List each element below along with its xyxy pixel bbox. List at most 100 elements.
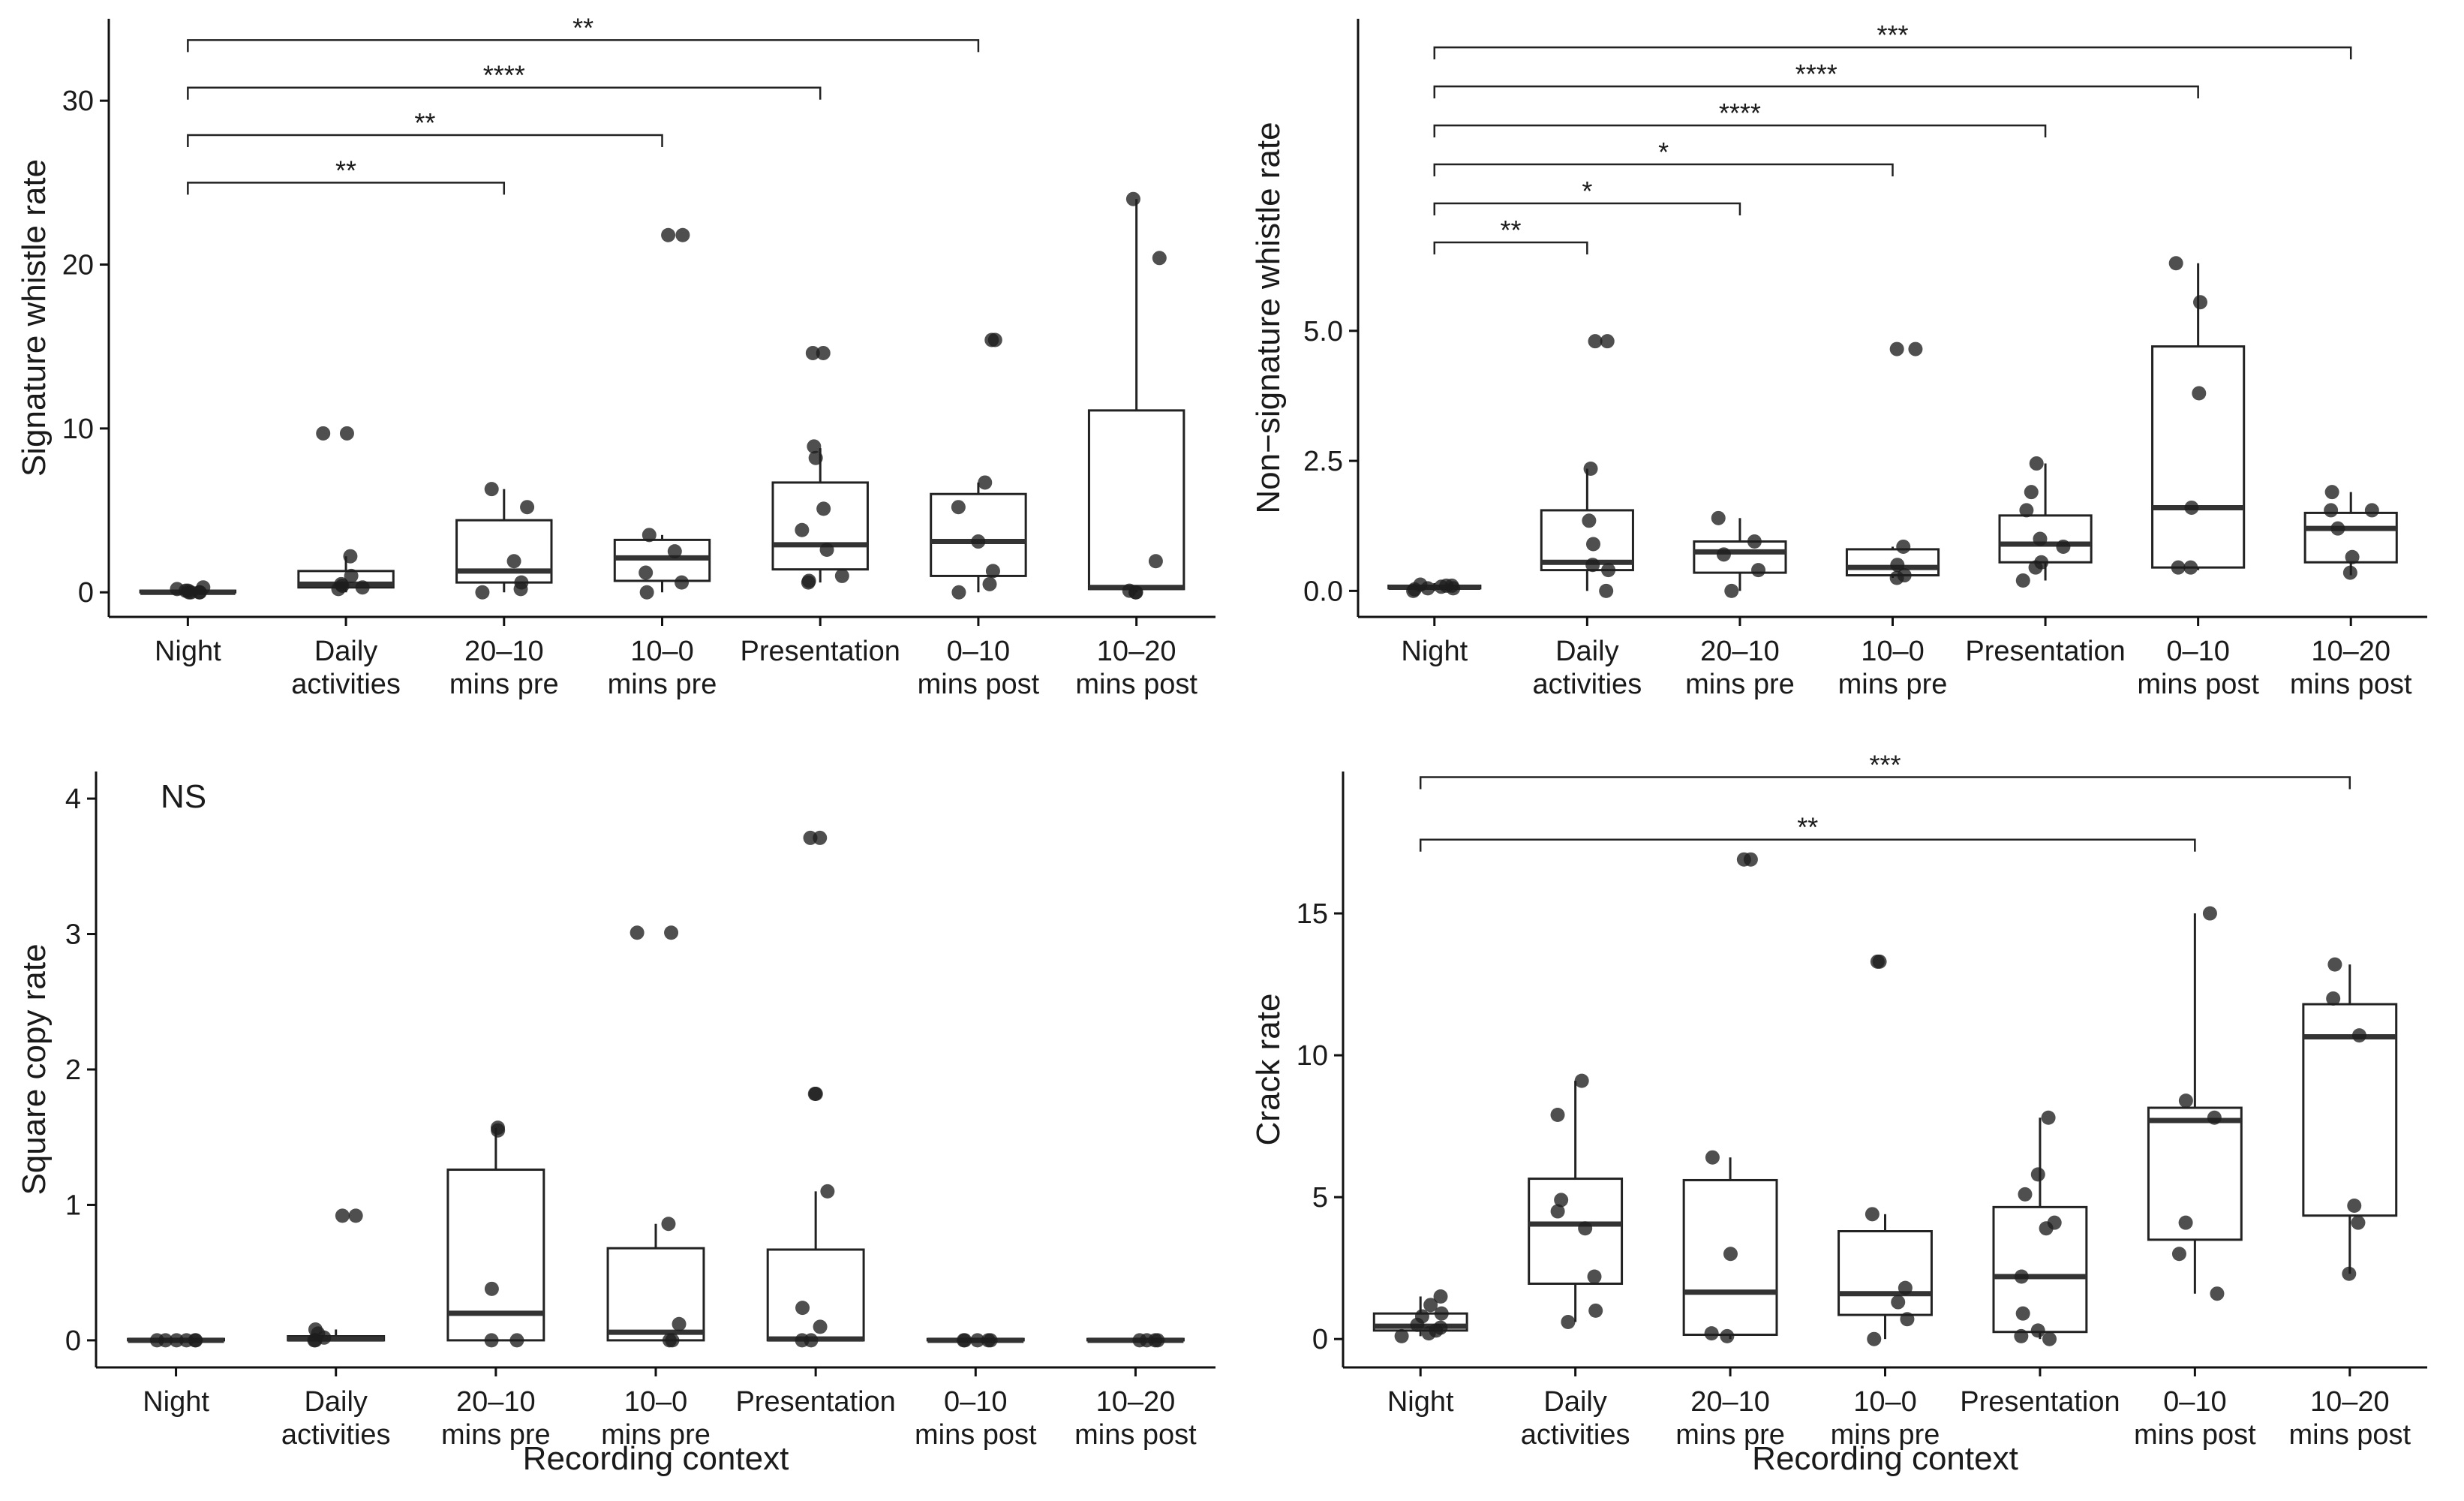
data-point <box>982 576 997 591</box>
significance-bracket <box>1419 838 2196 852</box>
data-point <box>808 450 823 465</box>
data-point <box>630 925 645 940</box>
data-point <box>506 554 521 569</box>
data-point <box>957 1333 972 1348</box>
data-point <box>661 1217 676 1232</box>
x-tick-label: 10–20 mins post <box>2290 636 2412 700</box>
data-point <box>335 579 350 594</box>
data-point <box>667 544 682 559</box>
panel-signature-whistle-rate: 0 10 20 30 Signature whistle rate Night Daily a… <box>16 12 1215 700</box>
data-point <box>2327 957 2342 972</box>
data-point <box>2324 485 2339 500</box>
y-tick-label: 0.0 <box>1303 576 1343 607</box>
y-axis-title: Non−signature whistle rate <box>1250 122 1287 513</box>
data-point <box>805 345 820 360</box>
data-point <box>820 1184 835 1199</box>
data-point <box>2342 1266 2357 1281</box>
data-point <box>1148 554 1163 569</box>
data-point <box>513 582 528 597</box>
data-point <box>2178 1215 2193 1230</box>
data-point <box>1394 1328 1409 1343</box>
data-point <box>484 1333 499 1348</box>
data-point <box>1583 461 1598 476</box>
data-point <box>2042 1331 2057 1346</box>
significance-bracket <box>187 182 506 195</box>
box <box>1837 1230 1933 1316</box>
data-point <box>1550 1204 1565 1219</box>
y-tick-label: 3 <box>65 919 81 951</box>
significance-label: **** <box>1719 98 1761 128</box>
x-tick-label: 0–10 mins post <box>918 636 1040 700</box>
panel-non-signature-whistle-rate: 0.0 2.5 5.0 Non−signature whistle rate Night… <box>1250 19 2427 700</box>
significance-label: ** <box>572 12 593 43</box>
data-point <box>970 1333 985 1348</box>
y-tick-label: 0 <box>65 1325 81 1357</box>
data-point <box>188 1333 203 1348</box>
data-point <box>491 1123 506 1138</box>
data-point <box>834 568 849 583</box>
data-point <box>2342 565 2357 580</box>
data-point <box>1724 583 1739 598</box>
data-point <box>661 227 676 242</box>
data-point <box>1889 341 1904 356</box>
x-tick-label: Presentation <box>741 636 900 667</box>
x-axis-title: Recording context <box>523 1440 789 1477</box>
x-tick-label: 0–10 mins post <box>2134 1386 2256 1451</box>
data-point <box>1587 1269 1602 1284</box>
significance-bracket <box>1433 46 2352 60</box>
data-point <box>1898 1280 1913 1295</box>
x-tick-label: 10–0 mins pre <box>601 1386 711 1451</box>
data-point <box>2202 906 2217 921</box>
data-point <box>675 227 690 242</box>
data-point <box>335 1208 350 1223</box>
significance-label: * <box>1658 137 1669 167</box>
data-point <box>2330 521 2345 536</box>
data-point <box>2028 560 2043 575</box>
data-point <box>520 500 535 515</box>
data-point <box>158 1333 173 1348</box>
data-point <box>1896 539 1911 554</box>
data-point <box>816 345 831 360</box>
data-point <box>169 1333 184 1348</box>
x-tick-label: Night <box>1401 636 1468 667</box>
data-point <box>1574 1073 1589 1088</box>
data-point <box>1588 1303 1603 1318</box>
x-tick-label: 10–20 mins post <box>1075 636 1197 700</box>
y-tick-label: 0 <box>78 577 94 609</box>
data-point <box>1125 191 1140 206</box>
significance-label: **** <box>483 60 525 91</box>
data-point <box>2014 1269 2029 1284</box>
x-tick-label: 10–0 mins pre <box>1838 636 1948 700</box>
data-point <box>1550 1107 1565 1122</box>
significance-bracket <box>187 39 980 53</box>
significance-bracket <box>187 134 663 148</box>
data-point <box>1747 534 1762 549</box>
data-point <box>2168 256 2183 271</box>
data-point <box>1890 558 1905 573</box>
panel-square-copy-rate: 0 1 2 3 4 Square copy rate Night Daily activitie… <box>16 772 1215 1477</box>
y-tick-label: 5.0 <box>1303 316 1343 347</box>
significance-label: *** <box>1869 750 1901 781</box>
data-point <box>1410 1317 1425 1332</box>
data-point <box>2014 1328 2029 1343</box>
data-point <box>2207 1110 2222 1125</box>
data-point <box>1585 558 1600 573</box>
x-tick-label: Daily activities <box>291 636 401 700</box>
data-point <box>2347 1198 2362 1213</box>
significance-label: *** <box>1877 20 1908 50</box>
data-point <box>2183 560 2198 575</box>
data-point <box>2178 1093 2193 1108</box>
box <box>1087 409 1185 591</box>
data-point <box>1578 1221 1593 1236</box>
x-tick-label: Daily activities <box>1521 1386 1630 1451</box>
data-point <box>1582 513 1597 528</box>
data-point <box>1900 1312 1915 1327</box>
data-point <box>170 582 185 597</box>
x-tick-label: Daily activities <box>1532 636 1642 700</box>
data-point <box>2345 549 2360 564</box>
data-point <box>2015 1306 2030 1321</box>
data-point <box>1407 582 1422 597</box>
x-tick-label: 0–10 mins post <box>2137 636 2259 700</box>
data-point <box>1433 1320 1448 1335</box>
x-tick-label: 10–20 mins post <box>2288 1386 2411 1451</box>
